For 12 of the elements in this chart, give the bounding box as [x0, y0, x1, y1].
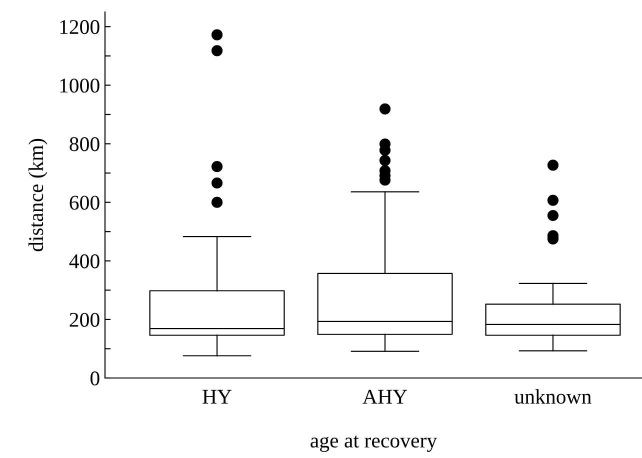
y-tick-label: 400 — [69, 254, 100, 268]
y-axis-title: distance (km) — [28, 138, 48, 252]
x-tick-label: HY — [202, 390, 232, 404]
y-tick-label: 1200 — [60, 20, 100, 34]
y-tick-label: 1000 — [60, 78, 100, 93]
y-tick-label: 600 — [70, 196, 100, 210]
x-axis-title: age at recovery — [310, 436, 438, 452]
x-tick-label: unknown — [514, 389, 592, 404]
y-tick-label: 800 — [70, 137, 100, 152]
y-tick-label: 200 — [70, 312, 100, 327]
x-tick-label: AHY — [362, 390, 408, 404]
y-tick-label: 0 — [90, 371, 100, 386]
